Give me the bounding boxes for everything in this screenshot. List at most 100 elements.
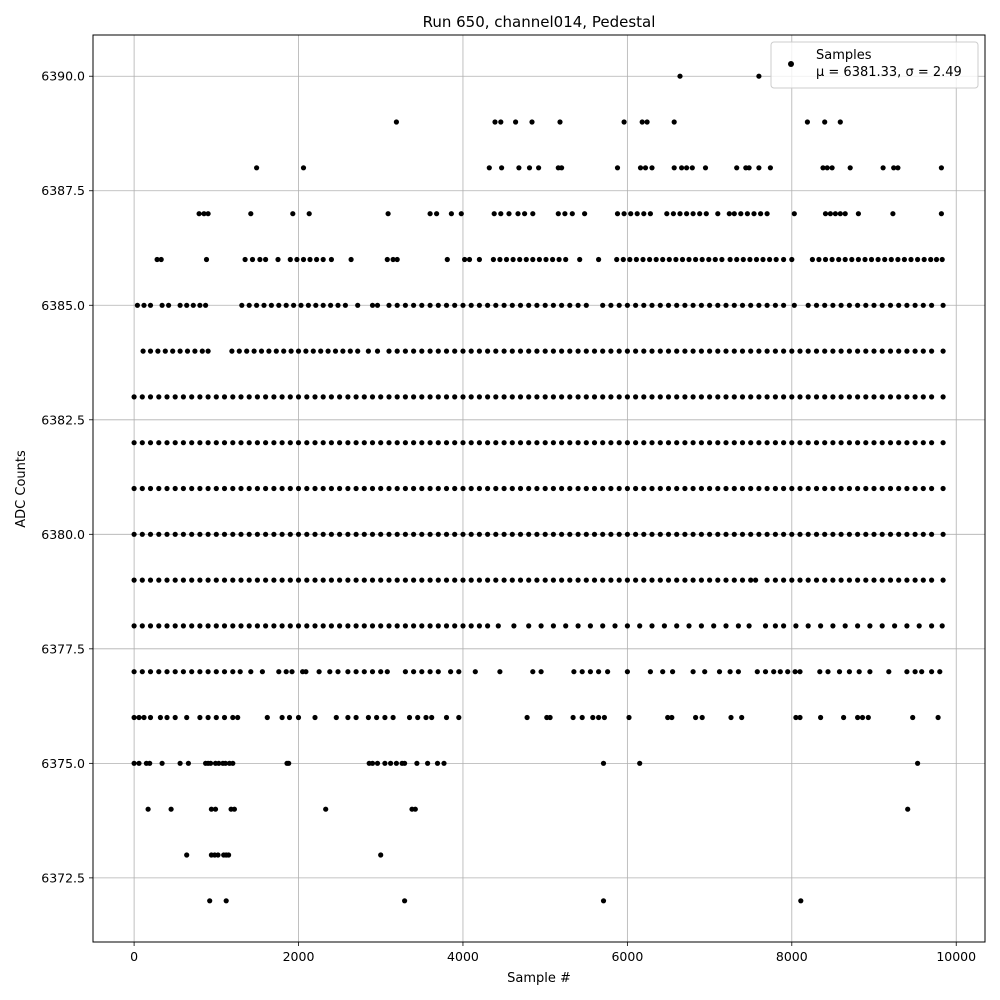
data-point — [608, 531, 614, 537]
data-point — [805, 348, 811, 354]
data-point — [575, 348, 581, 354]
data-point — [591, 348, 598, 354]
data-point — [822, 119, 828, 125]
data-point — [230, 760, 236, 766]
y-axis-label: ADC Counts — [14, 450, 29, 528]
data-point — [402, 577, 408, 583]
data-point — [515, 211, 521, 217]
data-point — [660, 256, 666, 263]
y-tick-label: 6377.5 — [41, 641, 85, 656]
data-point — [230, 440, 236, 446]
data-point — [772, 577, 779, 583]
data-point — [213, 623, 219, 629]
data-point — [657, 440, 663, 446]
data-point — [832, 211, 839, 217]
data-point — [563, 256, 569, 263]
data-point — [805, 623, 811, 629]
data-point — [501, 440, 507, 446]
data-point — [203, 256, 210, 263]
data-point — [201, 211, 207, 217]
data-point — [147, 623, 154, 629]
data-point — [419, 669, 425, 675]
data-point — [168, 806, 174, 812]
data-point — [929, 394, 935, 400]
data-point — [460, 302, 466, 308]
data-point — [756, 73, 762, 79]
data-point — [748, 440, 754, 446]
data-point — [781, 348, 787, 354]
data-point — [427, 577, 433, 583]
data-point — [460, 440, 466, 446]
data-point — [180, 531, 186, 537]
data-point — [665, 714, 671, 721]
data-point — [904, 485, 910, 492]
legend-marker — [788, 61, 794, 67]
data-point — [238, 623, 244, 629]
data-point — [493, 485, 499, 492]
data-point — [887, 531, 894, 537]
data-point — [929, 669, 935, 675]
data-point — [661, 623, 668, 629]
data-point — [698, 623, 705, 629]
data-point — [764, 211, 770, 217]
data-point — [555, 211, 561, 217]
data-point — [614, 165, 621, 171]
data-point — [583, 577, 589, 583]
data-point — [534, 485, 540, 492]
data-point — [690, 302, 696, 308]
data-point — [542, 440, 548, 446]
data-point — [633, 394, 639, 400]
data-point — [361, 440, 367, 446]
data-point — [591, 394, 598, 400]
data-point — [616, 577, 622, 583]
data-point — [172, 623, 178, 629]
data-point — [698, 302, 705, 308]
data-point — [901, 256, 908, 263]
data-point — [822, 531, 828, 537]
data-point — [543, 256, 549, 263]
data-point — [266, 348, 272, 354]
data-point — [677, 73, 683, 79]
data-point — [608, 348, 614, 354]
data-point — [157, 714, 163, 721]
data-point — [865, 714, 871, 721]
data-point — [320, 440, 326, 446]
data-point — [140, 348, 146, 354]
data-point — [197, 669, 203, 675]
data-point — [378, 577, 384, 583]
data-point — [846, 302, 853, 308]
data-point — [920, 577, 926, 583]
data-point — [476, 531, 482, 537]
data-point — [772, 440, 779, 446]
data-point — [213, 531, 219, 537]
data-point — [365, 348, 371, 354]
data-point — [205, 669, 211, 675]
data-point — [879, 394, 885, 400]
data-point — [131, 760, 137, 766]
data-point — [312, 394, 318, 400]
data-point — [402, 348, 408, 354]
data-point — [791, 302, 797, 308]
data-point — [665, 440, 672, 446]
data-point — [587, 623, 594, 629]
data-point — [731, 577, 737, 583]
data-point — [517, 531, 524, 537]
data-point — [863, 485, 869, 492]
data-point — [435, 394, 441, 400]
data-point — [271, 623, 277, 629]
data-point — [254, 485, 260, 492]
data-point — [511, 623, 517, 629]
data-point — [300, 256, 307, 263]
data-point — [197, 485, 203, 492]
data-point — [797, 669, 803, 675]
data-point — [460, 485, 466, 492]
data-point — [310, 348, 316, 354]
data-point — [830, 302, 836, 308]
data-point — [767, 165, 774, 171]
data-point — [312, 623, 318, 629]
data-point — [164, 531, 170, 537]
data-point — [731, 348, 737, 354]
data-point — [288, 348, 294, 354]
data-point — [180, 394, 186, 400]
data-point — [682, 531, 688, 537]
